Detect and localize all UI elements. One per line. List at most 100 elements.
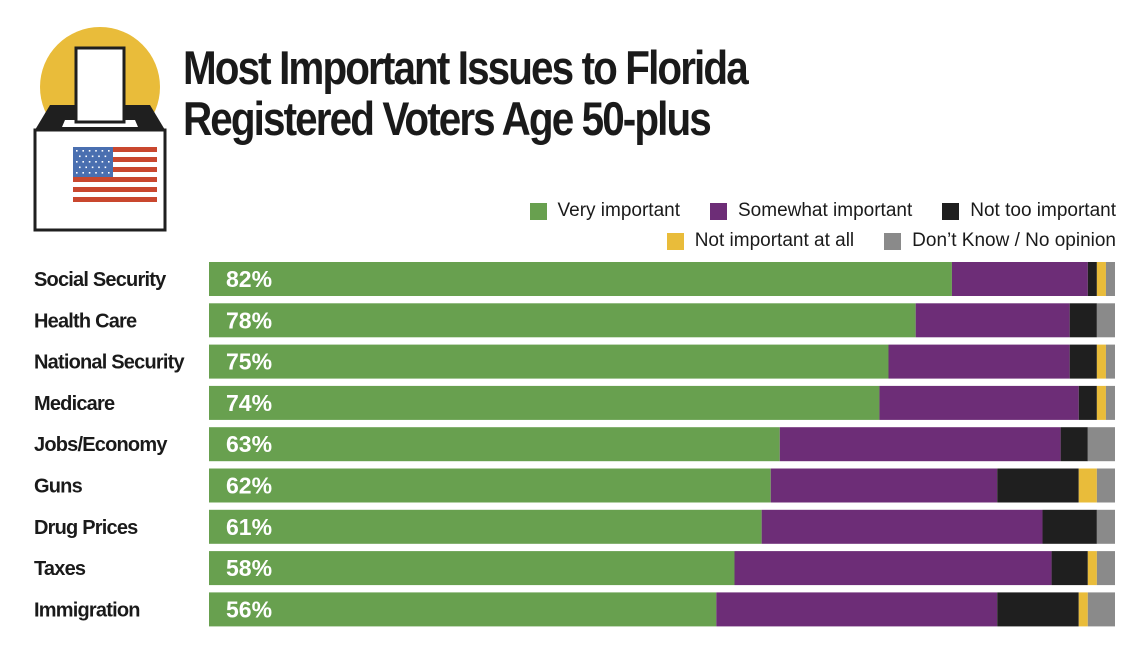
bar-segment-drug-prices-very xyxy=(209,509,762,544)
ballot-paper xyxy=(74,46,126,124)
bar-segment-immigration-very xyxy=(209,592,717,627)
flag-star xyxy=(91,155,94,158)
bar-segment-drug-prices-not-too xyxy=(1042,509,1097,544)
bar-segment-guns-very xyxy=(209,468,771,503)
legend-label-somewhat-important: Somewhat important xyxy=(738,200,913,221)
flag-star xyxy=(79,155,81,158)
data-label-social-security: 82% xyxy=(226,266,272,292)
category-label-drug-prices: Drug Prices xyxy=(34,517,138,539)
flag-star xyxy=(98,166,100,169)
bar-segment-health-care-somewhat xyxy=(915,303,1070,338)
flag-star xyxy=(108,150,110,152)
bar-segment-jobs-economy-dont-know xyxy=(1087,427,1115,462)
legend-label-dont-know: Don’t Know / No opinion xyxy=(912,230,1116,251)
legend-row-2: Not important at all Don’t Know / No opi… xyxy=(356,226,1116,256)
legend-item-somewhat-important: Somewhat important xyxy=(710,200,912,222)
legend-label-very-important: Very important xyxy=(557,200,681,221)
legend-item-not-important-at-all: Not important at all xyxy=(666,230,855,252)
flag-star xyxy=(82,150,84,152)
data-label-national-security: 75% xyxy=(226,349,272,375)
bar-segment-social-security-not-too xyxy=(1087,262,1097,296)
data-label-drug-prices: 61% xyxy=(226,514,272,540)
bar-segment-social-security-not-at-all xyxy=(1096,262,1106,296)
legend-swatch-somewhat-important xyxy=(710,202,727,220)
data-label-jobs-economy: 63% xyxy=(226,431,272,457)
bar-segment-drug-prices-dont-know xyxy=(1096,509,1115,544)
flag-star xyxy=(95,161,97,163)
bar-segment-guns-not-too xyxy=(997,468,1079,503)
bar-segment-social-security-somewhat xyxy=(951,262,1088,296)
bar-segment-taxes-dont-know xyxy=(1096,551,1115,586)
bar-segment-immigration-dont-know xyxy=(1087,592,1115,627)
flag-star xyxy=(82,172,84,174)
flag-star xyxy=(95,172,97,174)
data-label-immigration: 56% xyxy=(226,596,272,622)
ballot-box-with-flag-icon xyxy=(33,27,167,232)
flag-star xyxy=(82,161,84,163)
bar-segment-immigration-somewhat xyxy=(716,592,998,627)
bar-segment-national-security-very xyxy=(209,344,889,379)
bar-segment-medicare-somewhat xyxy=(879,385,1079,420)
legend-label-not-important-at-all: Not important at all xyxy=(694,230,855,251)
bar-segment-taxes-somewhat xyxy=(734,551,1052,586)
chart-title-line-1: Most Important Issues to Florida xyxy=(183,41,749,94)
bar-segment-guns-not-at-all xyxy=(1078,468,1097,503)
chart-legend: Very important Somewhat important Not to… xyxy=(356,196,1116,256)
bar-segment-jobs-economy-very xyxy=(209,427,780,462)
flag-star xyxy=(101,161,104,163)
bar-segment-national-security-dont-know xyxy=(1105,344,1115,379)
legend-swatch-dont-know xyxy=(884,232,902,250)
category-label-taxes: Taxes xyxy=(34,558,86,580)
flag-star xyxy=(88,172,91,174)
flag-star xyxy=(88,161,91,163)
bar-segment-health-care-dont-know xyxy=(1096,303,1115,338)
bar-segment-health-care-not-too xyxy=(1069,303,1097,338)
flag-star xyxy=(76,172,78,174)
legend-row-1: Very important Somewhat important Not to… xyxy=(356,196,1116,226)
flag-star xyxy=(79,166,81,169)
bar-segment-social-security-dont-know xyxy=(1105,262,1115,296)
legend-item-not-too-important: Not too important xyxy=(942,200,1116,222)
bar-segment-national-security-somewhat xyxy=(888,344,1070,379)
flag-star xyxy=(108,161,110,163)
bar-segment-guns-dont-know xyxy=(1096,468,1115,503)
legend-item-very-important: Very important xyxy=(529,200,681,222)
bar-segment-jobs-economy-somewhat xyxy=(779,427,1061,462)
flag-star xyxy=(95,150,97,152)
flag-star xyxy=(91,166,94,169)
category-label-national-security: National Security xyxy=(34,352,185,374)
flag-star xyxy=(108,172,110,174)
bar-segment-immigration-not-at-all xyxy=(1078,592,1088,627)
flag-star xyxy=(85,155,87,158)
category-label-medicare: Medicare xyxy=(34,393,115,415)
category-label-immigration: Immigration xyxy=(34,599,140,621)
data-label-taxes: 58% xyxy=(226,555,272,581)
us-flag-icon xyxy=(73,147,157,202)
category-label-guns: Guns xyxy=(34,476,83,498)
flag-star xyxy=(104,166,107,169)
flag-star xyxy=(76,161,78,163)
flag-star xyxy=(104,155,107,158)
bar-segment-national-security-not-too xyxy=(1069,344,1097,379)
flag-star xyxy=(98,155,100,158)
legend-swatch-not-important-at-all xyxy=(666,232,684,250)
bar-segment-health-care-very xyxy=(209,303,916,338)
bar-segment-guns-somewhat xyxy=(770,468,998,503)
bar-segment-national-security-not-at-all xyxy=(1096,344,1106,379)
bar-segment-immigration-not-too xyxy=(997,592,1079,627)
bar-segment-medicare-not-at-all xyxy=(1096,385,1106,420)
bar-segment-medicare-very xyxy=(209,385,880,420)
bar-segment-social-security-very xyxy=(209,262,952,296)
bar-segment-taxes-not-at-all xyxy=(1087,551,1097,586)
bar-segment-taxes-very xyxy=(209,551,735,586)
category-label-social-security: Social Security xyxy=(34,269,167,291)
legend-swatch-very-important xyxy=(529,202,547,220)
chart-title: Most Important Issues to Florida Registe… xyxy=(183,41,749,145)
category-label-jobs-economy: Jobs/Economy xyxy=(34,434,168,456)
bar-segment-medicare-dont-know xyxy=(1105,385,1115,420)
data-label-health-care: 78% xyxy=(226,307,272,333)
flag-star xyxy=(76,150,78,152)
chart-title-line-2: Registered Voters Age 50-plus xyxy=(183,92,712,145)
flag-star xyxy=(101,172,104,174)
